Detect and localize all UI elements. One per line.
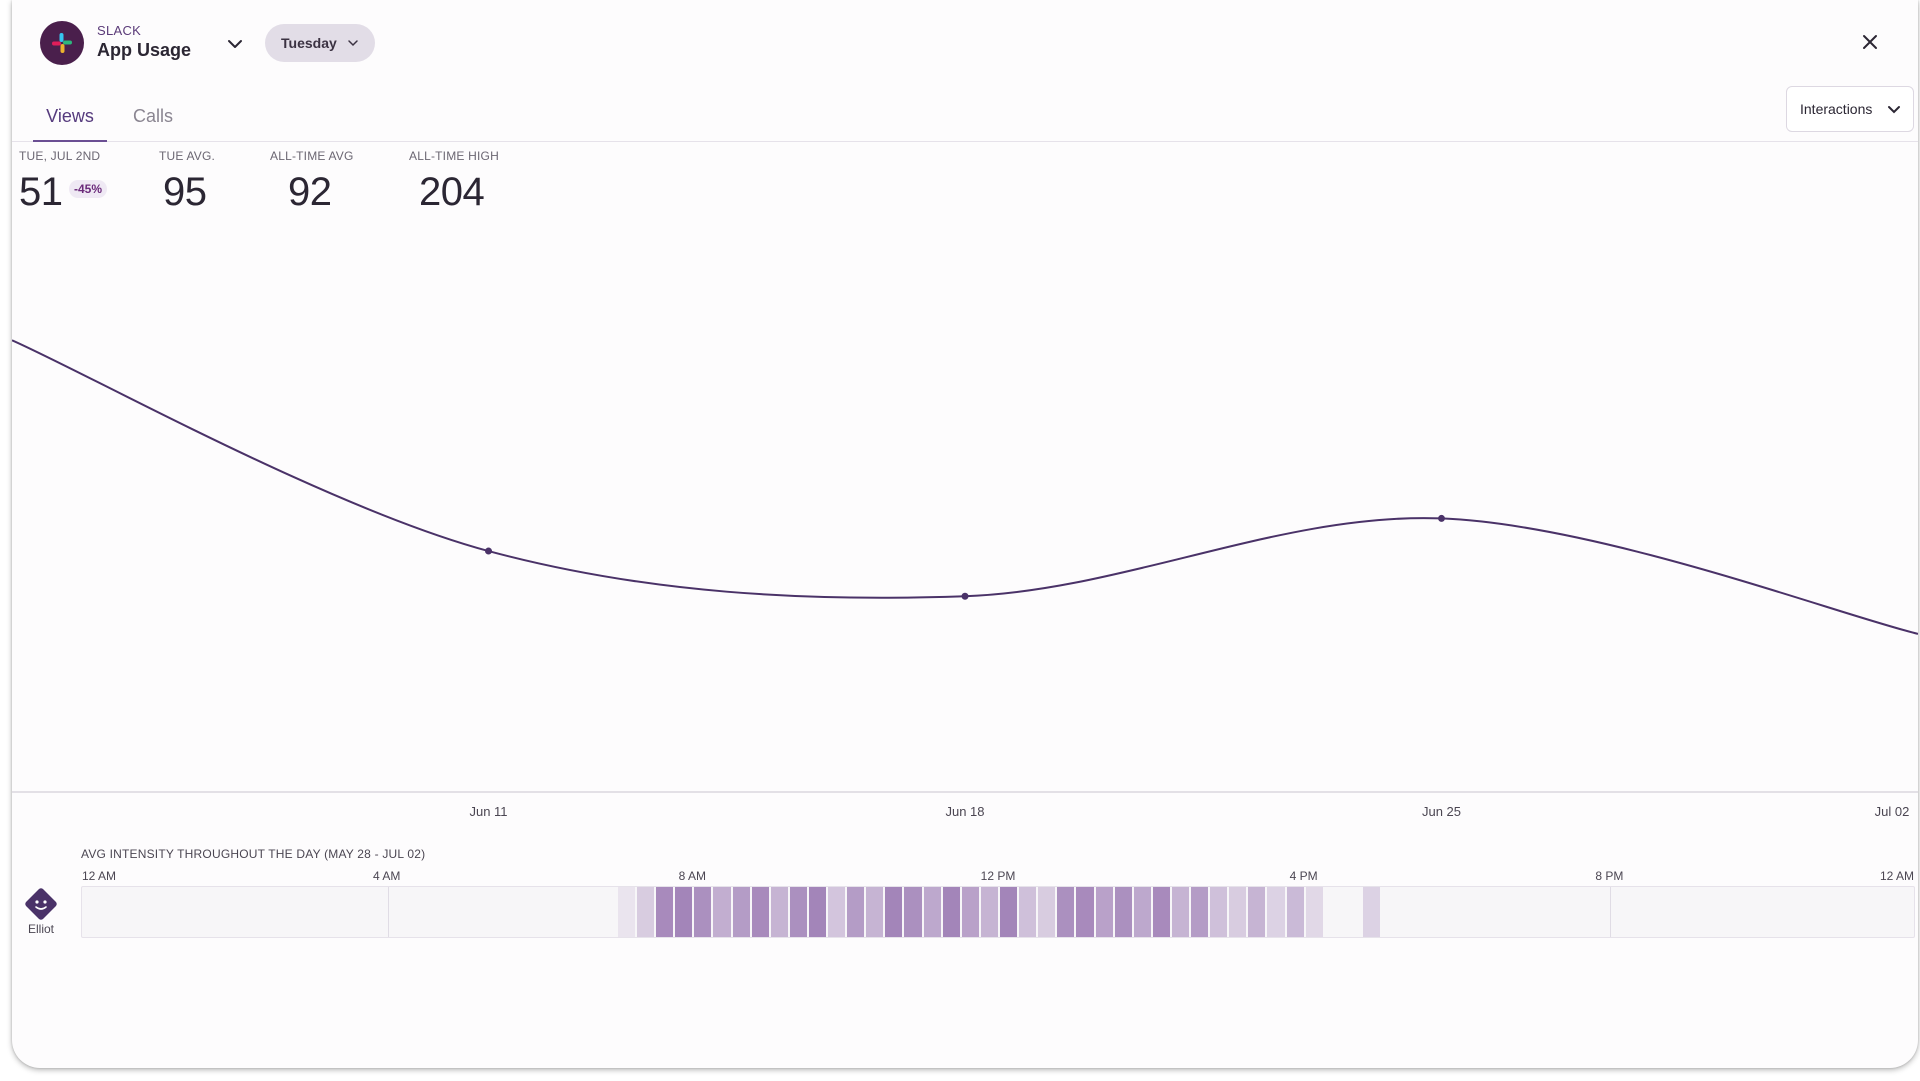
stat-label: ALL-TIME HIGH (409, 149, 499, 163)
chevron-down-icon (1888, 106, 1900, 114)
intensity-cell[interactable] (923, 887, 941, 937)
close-button[interactable] (1858, 30, 1882, 54)
data-point-marker[interactable] (961, 592, 969, 600)
time-axis-label: 4 PM (1289, 869, 1318, 883)
intensity-cell[interactable] (980, 887, 998, 937)
chevron-down-icon (348, 40, 358, 47)
day-selector-button[interactable]: Tuesday (265, 24, 375, 62)
x-tick-label: Jul 02 (1874, 804, 1910, 819)
metric-selector-button[interactable]: Interactions (1786, 86, 1914, 132)
stat-label: TUE AVG. (159, 149, 216, 163)
panel-header: SLACK App Usage Tuesday (12, 0, 1918, 140)
user-name-label: Elliot (27, 922, 54, 936)
intensity-cell[interactable] (675, 887, 693, 937)
time-axis-label: 4 AM (372, 869, 401, 883)
intensity-cell[interactable] (885, 887, 903, 937)
user-avatar-icon[interactable] (21, 884, 61, 936)
intensity-cell[interactable] (1191, 887, 1209, 937)
intensity-cell[interactable] (1210, 887, 1228, 937)
intensity-cell[interactable] (961, 887, 979, 937)
stat-value: 92 (288, 170, 332, 214)
intensity-cell[interactable] (789, 887, 807, 937)
time-axis-label: 8 AM (678, 869, 707, 883)
intensity-cell[interactable] (808, 887, 827, 937)
intensity-divider (1610, 887, 1612, 937)
intensity-cell[interactable] (1229, 887, 1247, 937)
close-icon (1863, 35, 1877, 49)
intensity-cell[interactable] (713, 887, 731, 937)
intensity-cell[interactable] (942, 887, 960, 937)
intensity-cell[interactable] (866, 887, 884, 937)
stat-value: 51 (19, 170, 63, 214)
stat-value: 95 (163, 170, 207, 214)
stat-today: TUE, JUL 2ND 51 -45% (19, 149, 108, 215)
app-switcher-chevron-icon[interactable] (224, 33, 246, 55)
intensity-title: AVG INTENSITY THROUGHOUT THE DAY (MAY 28… (81, 847, 426, 861)
intensity-cell[interactable] (1171, 887, 1190, 937)
slack-logo-icon (40, 21, 84, 65)
intensity-cell[interactable] (1019, 887, 1037, 937)
intensity-cell[interactable] (1038, 887, 1056, 937)
stat-all-time-average: ALL-TIME AVG 92 (270, 149, 354, 215)
intensity-cell[interactable] (1152, 887, 1170, 937)
metric-selector-label: Interactions (1800, 101, 1873, 117)
intensity-cell[interactable] (1362, 887, 1381, 937)
intensity-cell[interactable] (751, 887, 769, 937)
intensity-cell[interactable] (617, 887, 635, 937)
x-tick-label: Jun 11 (469, 804, 508, 819)
intensity-cell[interactable] (1286, 887, 1304, 937)
intensity-cell[interactable] (1267, 887, 1285, 937)
intensity-cell[interactable] (1248, 887, 1266, 937)
intensity-cell[interactable] (1305, 887, 1323, 937)
intensity-cell[interactable] (1095, 887, 1113, 937)
data-point-marker[interactable] (1438, 514, 1445, 522)
intensity-cell[interactable] (1057, 887, 1075, 937)
delta-badge: -45% (69, 180, 108, 198)
x-tick-label: Jun 18 (945, 804, 985, 819)
stat-label: TUE, JUL 2ND (19, 149, 101, 163)
intensity-divider (387, 887, 389, 937)
stat-all-time-high: ALL-TIME HIGH 204 (409, 149, 499, 215)
app-usage-panel: SLACK App Usage Tuesday Views Calls Inte… (12, 0, 1918, 1068)
views-series-line (12, 339, 1918, 635)
intensity-cell[interactable] (847, 887, 865, 937)
intensity-cell[interactable] (1133, 887, 1151, 937)
intensity-heat-strip (81, 886, 1915, 938)
intensity-cell[interactable] (656, 887, 674, 937)
app-name-title: App Usage (97, 40, 192, 60)
data-point-marker[interactable] (485, 547, 492, 555)
intensity-cell[interactable] (770, 887, 788, 937)
tab-calls[interactable]: Calls (133, 106, 174, 126)
views-line-chart (12, 280, 1918, 825)
intensity-cell[interactable] (1076, 887, 1094, 937)
intensity-cell[interactable] (828, 887, 846, 937)
intensity-cell[interactable] (637, 887, 655, 937)
day-selector-label: Tuesday (281, 35, 337, 51)
intensity-cell[interactable] (694, 887, 712, 937)
stat-weekday-average: TUE AVG. 95 (159, 149, 215, 215)
time-axis-label: 12 AM (1879, 869, 1915, 883)
app-brand-label: SLACK (97, 23, 142, 38)
stat-value: 204 (419, 170, 485, 214)
time-axis-label: 12 AM (81, 869, 117, 883)
intensity-cell[interactable] (1000, 887, 1018, 937)
time-axis-label: 8 PM (1595, 869, 1624, 883)
time-axis-label: 12 PM (980, 869, 1016, 883)
stat-label: ALL-TIME AVG (270, 149, 354, 163)
intensity-cell[interactable] (904, 887, 922, 937)
intensity-cell[interactable] (1114, 887, 1132, 937)
tab-views[interactable]: Views (33, 106, 107, 142)
intensity-cell[interactable] (732, 887, 750, 937)
x-tick-label: Jun 25 (1421, 804, 1462, 819)
tab-bar: Views Calls (12, 100, 1918, 142)
